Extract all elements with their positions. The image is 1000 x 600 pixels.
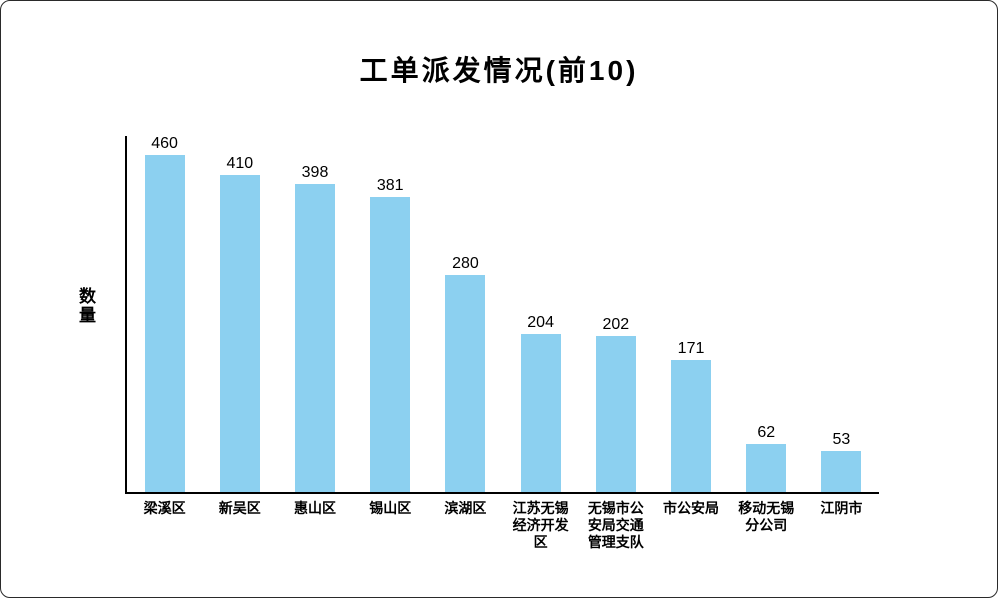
bar-group: 410 — [202, 136, 277, 492]
bar-group: 381 — [353, 136, 428, 492]
bar-value-label: 171 — [677, 340, 705, 357]
bar-group: 398 — [277, 136, 352, 492]
bar — [746, 444, 787, 492]
bar-group: 171 — [653, 136, 728, 492]
category-label: 梁溪区 — [143, 500, 186, 516]
category-label: 江阴市 — [820, 500, 863, 516]
bar-group: 202 — [578, 136, 653, 492]
bar — [445, 275, 486, 492]
bar — [144, 155, 185, 492]
bar — [595, 336, 636, 492]
bar — [370, 197, 411, 492]
bar-value-label: 280 — [452, 255, 479, 272]
bar-value-label: 381 — [376, 177, 404, 194]
bar-value-label: 410 — [226, 155, 254, 172]
bar-value-label: 204 — [527, 314, 554, 331]
bar — [520, 334, 561, 492]
category-label: 滨湖区 — [444, 500, 487, 516]
bar-group: 204 — [503, 136, 578, 492]
y-axis-label: 数量 — [76, 287, 95, 325]
bar-value-label: 53 — [832, 431, 851, 448]
category-label: 市公安局 — [663, 500, 720, 516]
y-axis — [125, 136, 127, 494]
bar-value-label: 460 — [151, 135, 178, 152]
bars-area: 460 410 398 381 280 204 202 171 — [127, 136, 879, 492]
bar-group: 53 — [804, 136, 879, 492]
category-label: 新吴区 — [218, 500, 261, 516]
x-axis — [125, 492, 879, 494]
bar-value-label: 398 — [301, 164, 329, 181]
bar — [671, 360, 712, 492]
category-label: 移动无锡分公司 — [738, 500, 795, 533]
category-label: 锡山区 — [369, 500, 412, 516]
bar-group: 280 — [428, 136, 503, 492]
bar-group: 62 — [729, 136, 804, 492]
bar-value-label: 202 — [602, 316, 630, 333]
bar — [219, 175, 260, 492]
bar-group: 460 — [127, 136, 202, 492]
chart-title: 工单派发情况(前10) — [359, 55, 639, 86]
bar — [295, 184, 335, 492]
bar — [821, 451, 862, 492]
category-label: 江苏无锡经济开发区 — [512, 500, 569, 550]
category-axis-labels: 梁溪区 新吴区 惠山区 锡山区 滨湖区 江苏无锡经济开发区 无锡市公安局交通管理… — [127, 500, 879, 551]
category-label: 惠山区 — [294, 500, 336, 516]
bar-value-label: 62 — [757, 424, 776, 441]
category-label: 无锡市公安局交通管理支队 — [587, 500, 644, 550]
